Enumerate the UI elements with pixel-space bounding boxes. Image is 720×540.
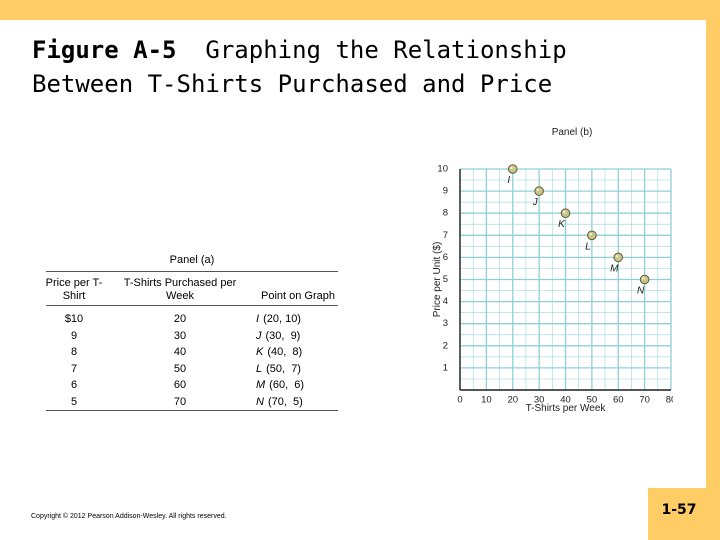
table-cell-point: K (40, 8)	[256, 346, 340, 358]
point-coords: (30, 9)	[265, 329, 301, 342]
data-point	[560, 208, 571, 218]
point-coords: (20, 10)	[263, 313, 301, 325]
title-line-1: Figure A-5 Graphing the Relationship	[32, 33, 567, 67]
table-cell-price: 7	[70, 362, 78, 375]
point-coords: (70, 5)	[267, 396, 303, 408]
table-cell-quantity: 60	[173, 379, 187, 392]
title-text: Graphing the Relationship	[205, 36, 567, 64]
x-tick-label: 50	[587, 394, 598, 405]
data-point-label: N	[637, 286, 645, 297]
data-point-highlight	[642, 276, 645, 280]
chart-title: Panel (b)	[552, 127, 593, 138]
table-panel-label: Panel (a)	[169, 254, 215, 266]
x-tick-label: 80	[666, 394, 673, 405]
table-cell-point: J (30, 9)	[256, 330, 340, 342]
copyright-notice: Copyright © 2012 Pearson Addison-Wesley.…	[31, 513, 227, 520]
table-cell-point: M (60, 6)	[256, 379, 340, 391]
y-tick-label: 2	[443, 340, 448, 351]
x-tick-label: 20	[507, 394, 518, 405]
top-accent-border	[0, 0, 720, 20]
header-point: Point on Graph	[261, 290, 335, 302]
x-tick-label: 30	[534, 394, 545, 405]
x-tick-label: 60	[613, 394, 624, 405]
data-point-highlight	[562, 210, 566, 214]
table-cell-price: 8	[70, 346, 78, 359]
table-cell-price: 5	[70, 396, 78, 408]
point-letter: K	[256, 346, 264, 359]
data-point	[587, 230, 597, 241]
table-cell-price: $10	[64, 313, 84, 325]
data-point-label: J	[532, 197, 539, 208]
x-tick-label: 70	[639, 394, 650, 405]
x-axis-label: T-Shirts per Week	[526, 403, 607, 414]
data-point-highlight	[536, 188, 540, 192]
data-point-highlight	[510, 166, 513, 169]
x-tick-label: 0	[457, 394, 462, 405]
data-point	[639, 274, 650, 285]
table-cell-point: N (70, 5)	[256, 396, 340, 408]
y-tick-label: 10	[437, 164, 448, 175]
slide-title: Figure A-5 Graphing the Relationship Bet…	[32, 33, 567, 101]
point-letter: M	[256, 379, 266, 392]
y-tick-label: 5	[443, 274, 448, 285]
table-cell-quantity: 20	[173, 313, 187, 325]
data-point-label: I	[507, 175, 510, 186]
data-point-label: L	[585, 241, 591, 252]
x-tick-label: 40	[560, 394, 571, 405]
data-point	[507, 164, 518, 174]
y-tick-label: 4	[443, 296, 448, 307]
y-axis-label: Price per Unit ($)	[432, 242, 443, 318]
y-tick-label: 7	[443, 230, 448, 241]
table-cell-quantity: 40	[173, 346, 187, 359]
page-number-badge: 1-57	[648, 488, 720, 540]
y-tick-label: 8	[443, 208, 448, 219]
table-cell-price: 9	[70, 329, 78, 342]
point-coords: (60, 6)	[269, 379, 305, 392]
data-point-highlight	[589, 232, 592, 236]
title-line-2: Between T-Shirts Purchased and Price	[32, 70, 553, 98]
data-point	[534, 186, 544, 196]
table-cell-price: 6	[70, 379, 78, 392]
point-coords: (40, 8)	[267, 346, 303, 359]
point-letter: I	[256, 313, 260, 325]
panel-a-table: Panel (a) Price per T-Shirt T-Shirts Pur…	[44, 250, 340, 414]
data-point-label: K	[558, 219, 566, 230]
table-cell-quantity: 50	[173, 362, 187, 375]
point-coords: (50, 7)	[266, 362, 301, 375]
data-point-highlight	[615, 254, 619, 258]
header-price: Price per T-Shirt	[45, 277, 103, 302]
table-bottom-rule	[46, 410, 338, 411]
x-tick-label: 10	[481, 394, 492, 405]
table-cell-point: L (50, 7)	[256, 363, 340, 375]
table-cell-quantity: 70	[173, 396, 187, 408]
table-top-rule	[46, 271, 338, 272]
table-header-rule	[46, 305, 338, 306]
scatter-chart: 0 10 20 30 40 50 60 70 80 1 2 3 4 5 6 7 8 9 10 Panel (b) T-S…	[432, 127, 676, 414]
table-cell-point: I (20, 10)	[256, 313, 340, 325]
point-letter: N	[256, 396, 264, 408]
data-point	[613, 252, 624, 263]
point-letter: L	[256, 362, 263, 375]
figure-number: Figure A-5	[32, 36, 177, 64]
y-tick-label: 6	[443, 252, 448, 263]
header-quantity: T-Shirts Purchased per Week	[123, 277, 237, 302]
right-accent-border	[706, 0, 720, 540]
y-tick-label: 1	[443, 362, 448, 373]
y-tick-label: 9	[443, 186, 448, 197]
point-letter: J	[256, 329, 262, 342]
panel-b-chart: 0 10 20 30 40 50 60 70 80 1 2 3 4 5 6 7 8 9 10 Panel (b) T-S…	[413, 120, 676, 420]
y-tick-label: 3	[443, 318, 448, 329]
page-number: 1-57	[661, 502, 697, 518]
table-cell-quantity: 30	[173, 329, 187, 342]
data-point-label: M	[610, 263, 619, 274]
